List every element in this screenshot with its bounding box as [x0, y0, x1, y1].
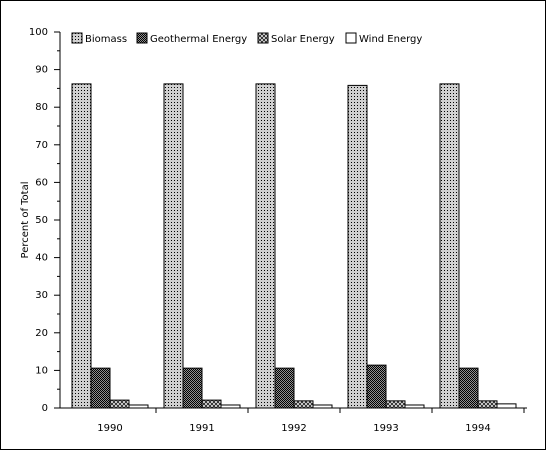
y-tick-label: 0	[42, 403, 48, 414]
x-tick-label: 1994	[465, 423, 490, 434]
bar	[109, 399, 130, 409]
legend-label: Geothermal Energy	[150, 34, 247, 45]
x-tick-label: 1990	[97, 423, 122, 434]
y-tick-label: 50	[35, 215, 48, 226]
bar	[385, 400, 406, 409]
legend-swatch	[345, 32, 357, 44]
legend-label: Biomass	[85, 34, 127, 45]
legend-swatch	[257, 32, 269, 44]
bar	[255, 83, 276, 409]
bar	[293, 400, 314, 409]
bar	[439, 83, 460, 409]
bar	[201, 399, 222, 409]
y-tick-label: 90	[35, 65, 48, 76]
y-tick-label: 80	[35, 102, 48, 113]
bar	[274, 367, 295, 409]
x-tick-label: 1992	[281, 423, 306, 434]
bar	[71, 83, 92, 409]
bar	[220, 404, 241, 409]
bar	[496, 403, 517, 409]
bar	[477, 400, 498, 409]
bar	[404, 404, 425, 409]
y-tick-label: 30	[35, 290, 48, 301]
x-tick-label: 1993	[373, 423, 398, 434]
y-axis-label: Percent of Total	[20, 182, 31, 259]
legend-swatch	[71, 32, 83, 44]
bar	[90, 367, 111, 409]
y-tick-label: 60	[35, 177, 48, 188]
bar	[458, 367, 479, 409]
y-tick-label: 70	[35, 140, 48, 151]
y-tick-label: 40	[35, 253, 48, 264]
bar	[347, 84, 368, 409]
y-tick-label: 20	[35, 328, 48, 339]
legend-label: Solar Energy	[271, 34, 335, 45]
bar	[182, 367, 203, 409]
x-tick-label: 1991	[189, 423, 214, 434]
y-tick-label: 100	[29, 27, 48, 38]
bar	[128, 404, 149, 409]
legend-label: Wind Energy	[359, 34, 422, 45]
legend-swatch	[136, 32, 148, 44]
bar	[312, 404, 333, 409]
bar	[163, 83, 184, 409]
bar	[366, 364, 387, 409]
y-tick-label: 10	[35, 365, 48, 376]
